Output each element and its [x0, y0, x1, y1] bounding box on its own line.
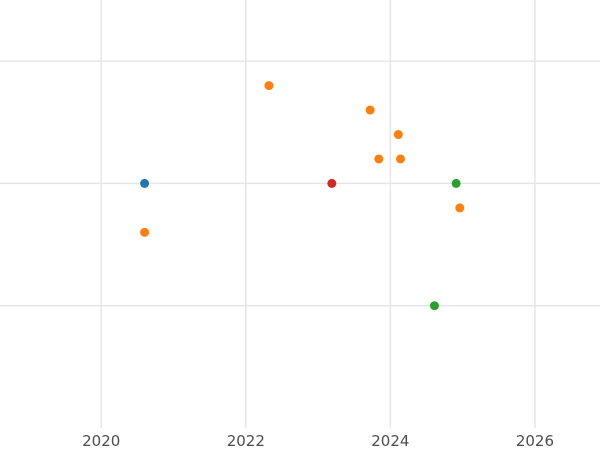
x-gridlines [100, 0, 536, 428]
x-tick-label: 2022 [227, 432, 265, 450]
data-point [429, 301, 439, 311]
x-tick-labels: 2020 2022 2024 2026 [82, 432, 554, 450]
data-point [264, 81, 274, 91]
data-point [451, 178, 461, 188]
x-tick-label: 2020 [82, 432, 120, 450]
data-point [365, 105, 375, 115]
data-point [140, 227, 150, 237]
data-point [455, 203, 465, 213]
data-point [395, 154, 405, 164]
x-tick-label: 2024 [371, 432, 409, 450]
data-point [374, 154, 384, 164]
x-tick-label: 2026 [516, 432, 554, 450]
data-point [327, 178, 337, 188]
data-points [140, 81, 465, 311]
y-gridlines [0, 60, 600, 307]
data-point [140, 178, 150, 188]
data-point [393, 130, 403, 140]
